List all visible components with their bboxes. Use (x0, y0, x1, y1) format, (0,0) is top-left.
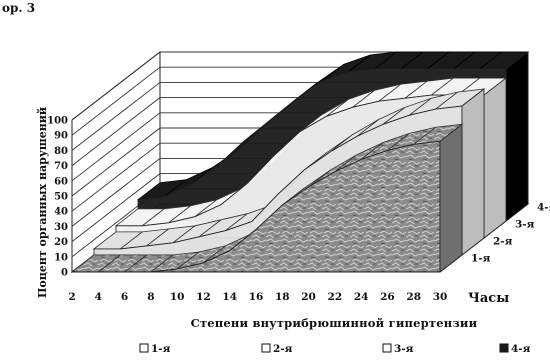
y-tick-label: 80 (54, 146, 68, 157)
legend-label: 3-я (394, 343, 414, 355)
legend-item: 4-я (499, 343, 531, 355)
x-tick-label: 14 (222, 291, 237, 303)
top-fragment: ор. 3 (2, 1, 35, 15)
legend-item: 3-я (382, 343, 414, 355)
depth-label: 2-я (493, 236, 513, 248)
y-tick-label: 70 (54, 161, 68, 172)
y-tick-label: 100 (47, 116, 68, 127)
y-tick-label: 10 (54, 252, 68, 263)
x-tick-label: 12 (196, 291, 211, 303)
series-layer (70, 51, 530, 273)
x-tick-label: 2 (68, 291, 75, 303)
series-1-front-face (72, 140, 441, 273)
x-tick-label: 6 (121, 291, 128, 303)
y-tick-label: 40 (54, 207, 68, 218)
legend-swatch (139, 343, 149, 353)
y-tick-label: 50 (54, 192, 68, 203)
legend-label: 1-я (151, 343, 171, 355)
y-tick-label: 30 (54, 222, 68, 233)
legend-label: 4-я (511, 343, 531, 355)
x-tick-label: 16 (249, 291, 264, 303)
x-tick-label: 4 (95, 291, 102, 303)
x-tick-label: 10 (170, 291, 185, 303)
x-tick-label: 24 (354, 291, 369, 303)
x-tick-label: 8 (147, 291, 154, 303)
depth-label: 4-я (537, 202, 550, 214)
legend-item: 2-я (261, 343, 293, 355)
x-tick-label: 20 (301, 291, 316, 303)
legend-swatch (261, 343, 271, 353)
y-tick-label: 90 (54, 131, 68, 142)
y-tick-label: 0 (61, 268, 68, 279)
x-tick-label: 28 (406, 291, 421, 303)
depth-label: 1-я (471, 253, 491, 265)
series-1-end-cap (439, 123, 463, 273)
series-3-end-cap (483, 77, 507, 239)
legend-swatch (382, 343, 392, 353)
x-tick-label: 26 (380, 291, 395, 303)
legend-title: Степени внутрибрюшинной гипертензии (191, 316, 478, 330)
legend-label: 2-я (273, 343, 293, 355)
depth-label: 3-я (515, 219, 535, 231)
series-2-end-cap (461, 88, 485, 256)
y-axis-title: Поцент органных нарушений (36, 107, 49, 298)
legend-swatch (499, 343, 509, 353)
series-1 (70, 123, 464, 273)
x-axis-title: Часы (468, 291, 509, 306)
x-tick-label: 18 (275, 291, 290, 303)
x-tick-label: 30 (433, 291, 448, 303)
series-4-end-cap (505, 51, 529, 222)
y-tick-label: 20 (54, 237, 68, 248)
y-tick-label: 60 (54, 176, 68, 187)
x-tick-label: 22 (328, 291, 343, 303)
legend-item: 1-я (139, 343, 171, 355)
